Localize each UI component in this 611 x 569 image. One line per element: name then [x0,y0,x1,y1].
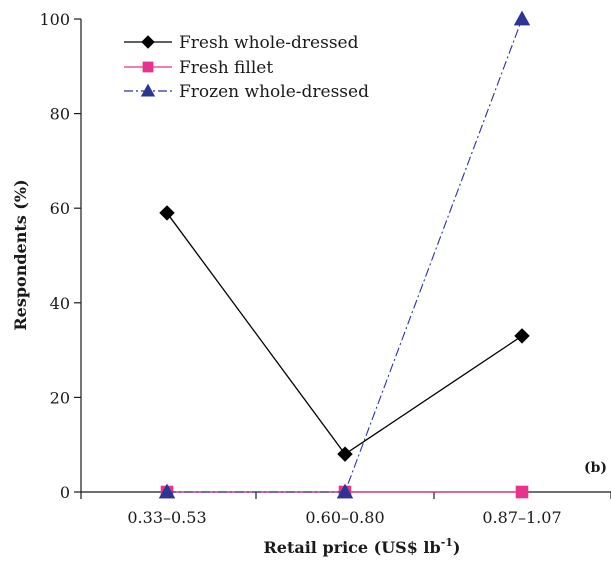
x-axis-ticks: 0.33–0.53 0.60–0.80 0.87–1.07 [80,492,611,527]
x-tick-label: 0.87–1.07 [482,508,561,527]
y-tick-label: 80 [50,105,70,124]
y-axis-ticks: 0 20 40 60 80 100 [39,10,81,502]
y-tick-label: 0 [60,483,70,502]
x-axis-title: Retail price (US$ lb-1) [263,536,460,557]
data-point [514,328,530,344]
legend-label: Fresh fillet [179,58,273,78]
data-point [513,10,531,26]
panel-label: (b) [584,460,607,476]
legend-label: Fresh whole-dressed [179,33,359,53]
legend-marker [140,83,156,97]
y-tick-label: 40 [50,294,70,313]
data-point [515,485,529,499]
legend: Fresh whole-dressed Fresh fillet Frozen wh… [124,33,369,102]
data-point [337,446,353,462]
x-axis-title-superscript: -1 [441,536,453,549]
legend-item: Fresh whole-dressed [124,33,359,53]
legend-marker [141,35,155,49]
y-tick-label: 100 [39,10,70,29]
y-tick-label: 60 [50,199,70,218]
series-fresh-whole-dressed [159,205,530,462]
x-axis-title-main: Retail price (US$ lb [263,538,440,557]
data-point [158,483,176,499]
x-axis-title-end: ) [453,538,461,557]
legend-marker [142,61,154,73]
series-layer [158,10,531,499]
x-tick-label: 0.60–0.80 [305,508,384,527]
series-frozen-whole-dressed [158,10,531,499]
series-line [166,212,523,456]
data-point [159,205,175,221]
legend-item: Frozen whole-dressed [124,82,369,102]
x-tick-label: 0.33–0.53 [127,508,206,527]
data-point [336,483,354,499]
y-tick-label: 20 [50,388,70,407]
legend-label: Frozen whole-dressed [179,82,369,102]
y-axis-title: Respondents (%) [11,179,30,330]
legend-item: Fresh fillet [124,58,273,78]
